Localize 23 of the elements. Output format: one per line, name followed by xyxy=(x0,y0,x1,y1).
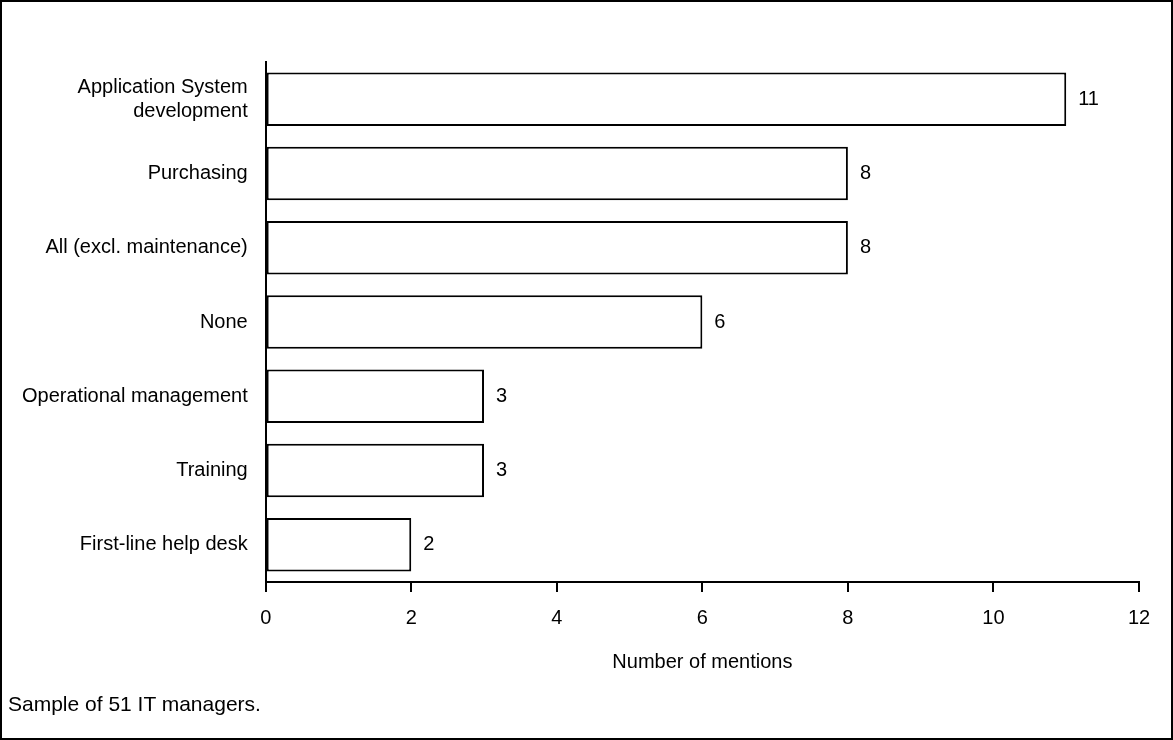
x-tick-label: 2 xyxy=(405,605,417,628)
x-tick-label: 8 xyxy=(842,605,854,628)
y-tick-label: Operational management xyxy=(21,383,249,406)
y-tick-label: All (excl. maintenance) xyxy=(45,235,248,258)
data-label: 8 xyxy=(859,235,872,258)
data-label: 3 xyxy=(496,383,508,406)
data-label: 3 xyxy=(496,458,508,481)
text: Sample of 51 IT managers. xyxy=(8,692,261,716)
y-tick-label: First-line help desk xyxy=(79,532,249,555)
y-tick-label: Training xyxy=(176,458,248,481)
y-tick-label: Application System development xyxy=(77,74,249,121)
data-label: 11 xyxy=(1078,86,1099,109)
data-label: 6 xyxy=(714,309,726,332)
x-tick-label: 4 xyxy=(551,605,563,628)
data-label: 2 xyxy=(423,532,435,555)
x-tick-label: 6 xyxy=(696,605,708,628)
x-tick-label: 0 xyxy=(260,605,272,628)
x-tick-label: 10 xyxy=(982,605,1005,628)
x-axis-title: Number of mentions xyxy=(612,649,793,672)
data-label: 8 xyxy=(859,160,872,183)
y-tick-label: Purchasing xyxy=(147,160,248,183)
y-tick-label: None xyxy=(199,309,248,332)
x-tick-label: 12 xyxy=(1127,605,1151,628)
